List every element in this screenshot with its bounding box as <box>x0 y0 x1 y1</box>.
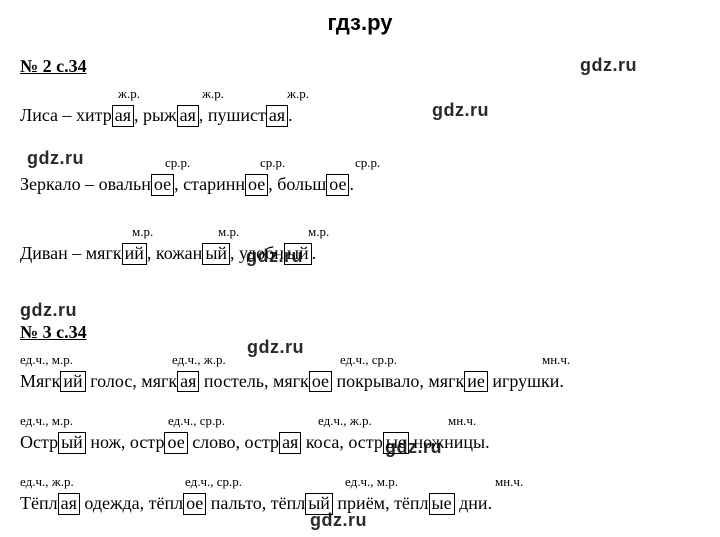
exercise-2-title: № 2 с.34 <box>20 56 87 77</box>
text-segment: . <box>312 243 317 263</box>
text-segment: Диван – мягк <box>20 243 122 263</box>
boxed-ending: ий <box>122 243 147 265</box>
text-segment: . <box>288 105 293 125</box>
exercise-3: № 3 с.34 ед.ч., м.р. ед.ч., ж.р. ед.ч., ср… <box>20 322 700 517</box>
grammar-annotation: м.р. <box>218 223 239 241</box>
text-segment: , рыж <box>134 105 177 125</box>
grammar-annotation: ж.р. <box>202 85 224 103</box>
annotation-row: м.р. м.р. м.р. <box>20 223 700 241</box>
grammar-annotation: мн.ч. <box>542 351 570 369</box>
text-segment: , пушист <box>199 105 266 125</box>
annotation-row: ж.р. ж.р. ж.р. <box>20 85 700 103</box>
text-segment: Лиса – хитр <box>20 105 112 125</box>
sentence: Лиса – хитрая, рыжая, пушистая. <box>20 103 700 128</box>
boxed-ending: ое <box>183 493 206 515</box>
boxed-ending: ие <box>464 371 488 393</box>
page-title: гдз.ру <box>20 10 700 36</box>
boxed-ending: ое <box>151 174 174 196</box>
annotation-row: ср.р. ср.р. ср.р. <box>20 154 700 172</box>
text-line: ж.р.ж.р.ж.р.Лиса – хитрая, рыжая, пушист… <box>20 85 700 128</box>
boxed-ending: ый <box>284 243 312 265</box>
grammar-annotation: м.р. <box>308 223 329 241</box>
exercise-3-body: ед.ч., м.р.ед.ч., ж.р.ед.ч., ср.р.мн.ч.М… <box>20 351 700 517</box>
text-segment: Остр <box>20 432 58 452</box>
text-segment: дни. <box>455 493 492 513</box>
grammar-annotation: ед.ч., ср.р. <box>340 351 397 369</box>
text-segment: пальто, тёпл <box>206 493 305 513</box>
text-segment: , больш <box>268 174 326 194</box>
grammar-annotation: мн.ч. <box>448 412 476 430</box>
boxed-ending: ая <box>112 105 134 127</box>
text-segment: . <box>349 174 354 194</box>
grammar-annotation: м.р. <box>132 223 153 241</box>
annotation-row: ед.ч., м.р. ед.ч., ср.р. ед.ч., ж.р. мн.ч. <box>20 412 700 430</box>
boxed-ending: ый <box>202 243 230 265</box>
text-segment: постель, мягк <box>199 371 308 391</box>
boxed-ending: ое <box>326 174 349 196</box>
text-line: ед.ч., ж.р.ед.ч., ср.р.ед.ч., м.р.мн.ч.Т… <box>20 473 700 516</box>
grammar-annotation: ед.ч., м.р. <box>345 473 398 491</box>
boxed-ending: ая <box>266 105 288 127</box>
boxed-ending: ая <box>279 432 301 454</box>
text-segment: голос, мягк <box>86 371 177 391</box>
boxed-ending: ий <box>60 371 85 393</box>
annotation-row: ед.ч., ж.р. ед.ч., ср.р. ед.ч., м.р. мн.ч. <box>20 473 700 491</box>
text-line: ед.ч., м.р.ед.ч., ср.р.ед.ч., ж.р.мн.ч.О… <box>20 412 700 455</box>
text-segment: Тёпл <box>20 493 58 513</box>
text-line: ед.ч., м.р.ед.ч., ж.р.ед.ч., ср.р.мн.ч.М… <box>20 351 700 394</box>
annotation-row: ед.ч., м.р. ед.ч., ж.р. ед.ч., ср.р. мн.ч. <box>20 351 700 369</box>
boxed-ending: ое <box>245 174 268 196</box>
text-segment: нож, остр <box>86 432 165 452</box>
text-segment: ножницы. <box>409 432 490 452</box>
text-segment: , старинн <box>174 174 245 194</box>
boxed-ending: ая <box>58 493 80 515</box>
grammar-annotation: ед.ч., ср.р. <box>185 473 242 491</box>
grammar-annotation: ед.ч., ж.р. <box>318 412 372 430</box>
boxed-ending: ое <box>309 371 332 393</box>
grammar-annotation: ж.р. <box>118 85 140 103</box>
grammar-annotation: ед.ч., ср.р. <box>168 412 225 430</box>
grammar-annotation: ед.ч., ж.р. <box>172 351 226 369</box>
grammar-annotation: мн.ч. <box>495 473 523 491</box>
watermark: gdz.ru <box>580 55 637 76</box>
boxed-ending: ые <box>429 493 455 515</box>
boxed-ending: ые <box>383 432 409 454</box>
text-segment: приём, тёпл <box>333 493 429 513</box>
text-segment: коса, остр <box>301 432 383 452</box>
exercise-2: № 2 с.34 ж.р.ж.р.ж.р.Лиса – хитрая, рыжа… <box>20 56 700 267</box>
exercise-3-title: № 3 с.34 <box>20 322 87 343</box>
boxed-ending: ая <box>177 105 199 127</box>
text-segment: , удобн <box>230 243 284 263</box>
text-segment: одежда, тёпл <box>80 493 183 513</box>
text-line: м.р.м.р.м.р.Диван – мягкий, кожаный, удо… <box>20 223 700 266</box>
text-segment: Мягк <box>20 371 60 391</box>
grammar-annotation: ср.р. <box>165 154 190 172</box>
grammar-annotation: ед.ч., ж.р. <box>20 473 74 491</box>
sentence: Острый нож, острое слово, острая коса, о… <box>20 430 700 455</box>
grammar-annotation: ср.р. <box>355 154 380 172</box>
grammar-annotation: ж.р. <box>287 85 309 103</box>
text-segment: Зеркало – овальн <box>20 174 151 194</box>
boxed-ending: ый <box>58 432 86 454</box>
text-segment: , кожан <box>147 243 202 263</box>
exercise-2-body: ж.р.ж.р.ж.р.Лиса – хитрая, рыжая, пушист… <box>20 85 700 267</box>
grammar-annotation: ед.ч., м.р. <box>20 351 73 369</box>
sentence: Мягкий голос, мягкая постель, мягкое пок… <box>20 369 700 394</box>
boxed-ending: ый <box>305 493 333 515</box>
boxed-ending: ое <box>164 432 187 454</box>
boxed-ending: ая <box>177 371 199 393</box>
grammar-annotation: ед.ч., м.р. <box>20 412 73 430</box>
watermark: gdz.ru <box>20 300 77 321</box>
sentence: Диван – мягкий, кожаный, удобный. <box>20 241 700 266</box>
text-line: ср.р.ср.р.ср.р.Зеркало – овальное, стари… <box>20 154 700 197</box>
sentence: Тёплая одежда, тёплое пальто, тёплый при… <box>20 491 700 516</box>
sentence: Зеркало – овальное, старинное, большое. <box>20 172 700 197</box>
text-segment: покрывало, мягк <box>332 371 464 391</box>
text-segment: игрушки. <box>488 371 564 391</box>
text-segment: слово, остр <box>188 432 279 452</box>
grammar-annotation: ср.р. <box>260 154 285 172</box>
